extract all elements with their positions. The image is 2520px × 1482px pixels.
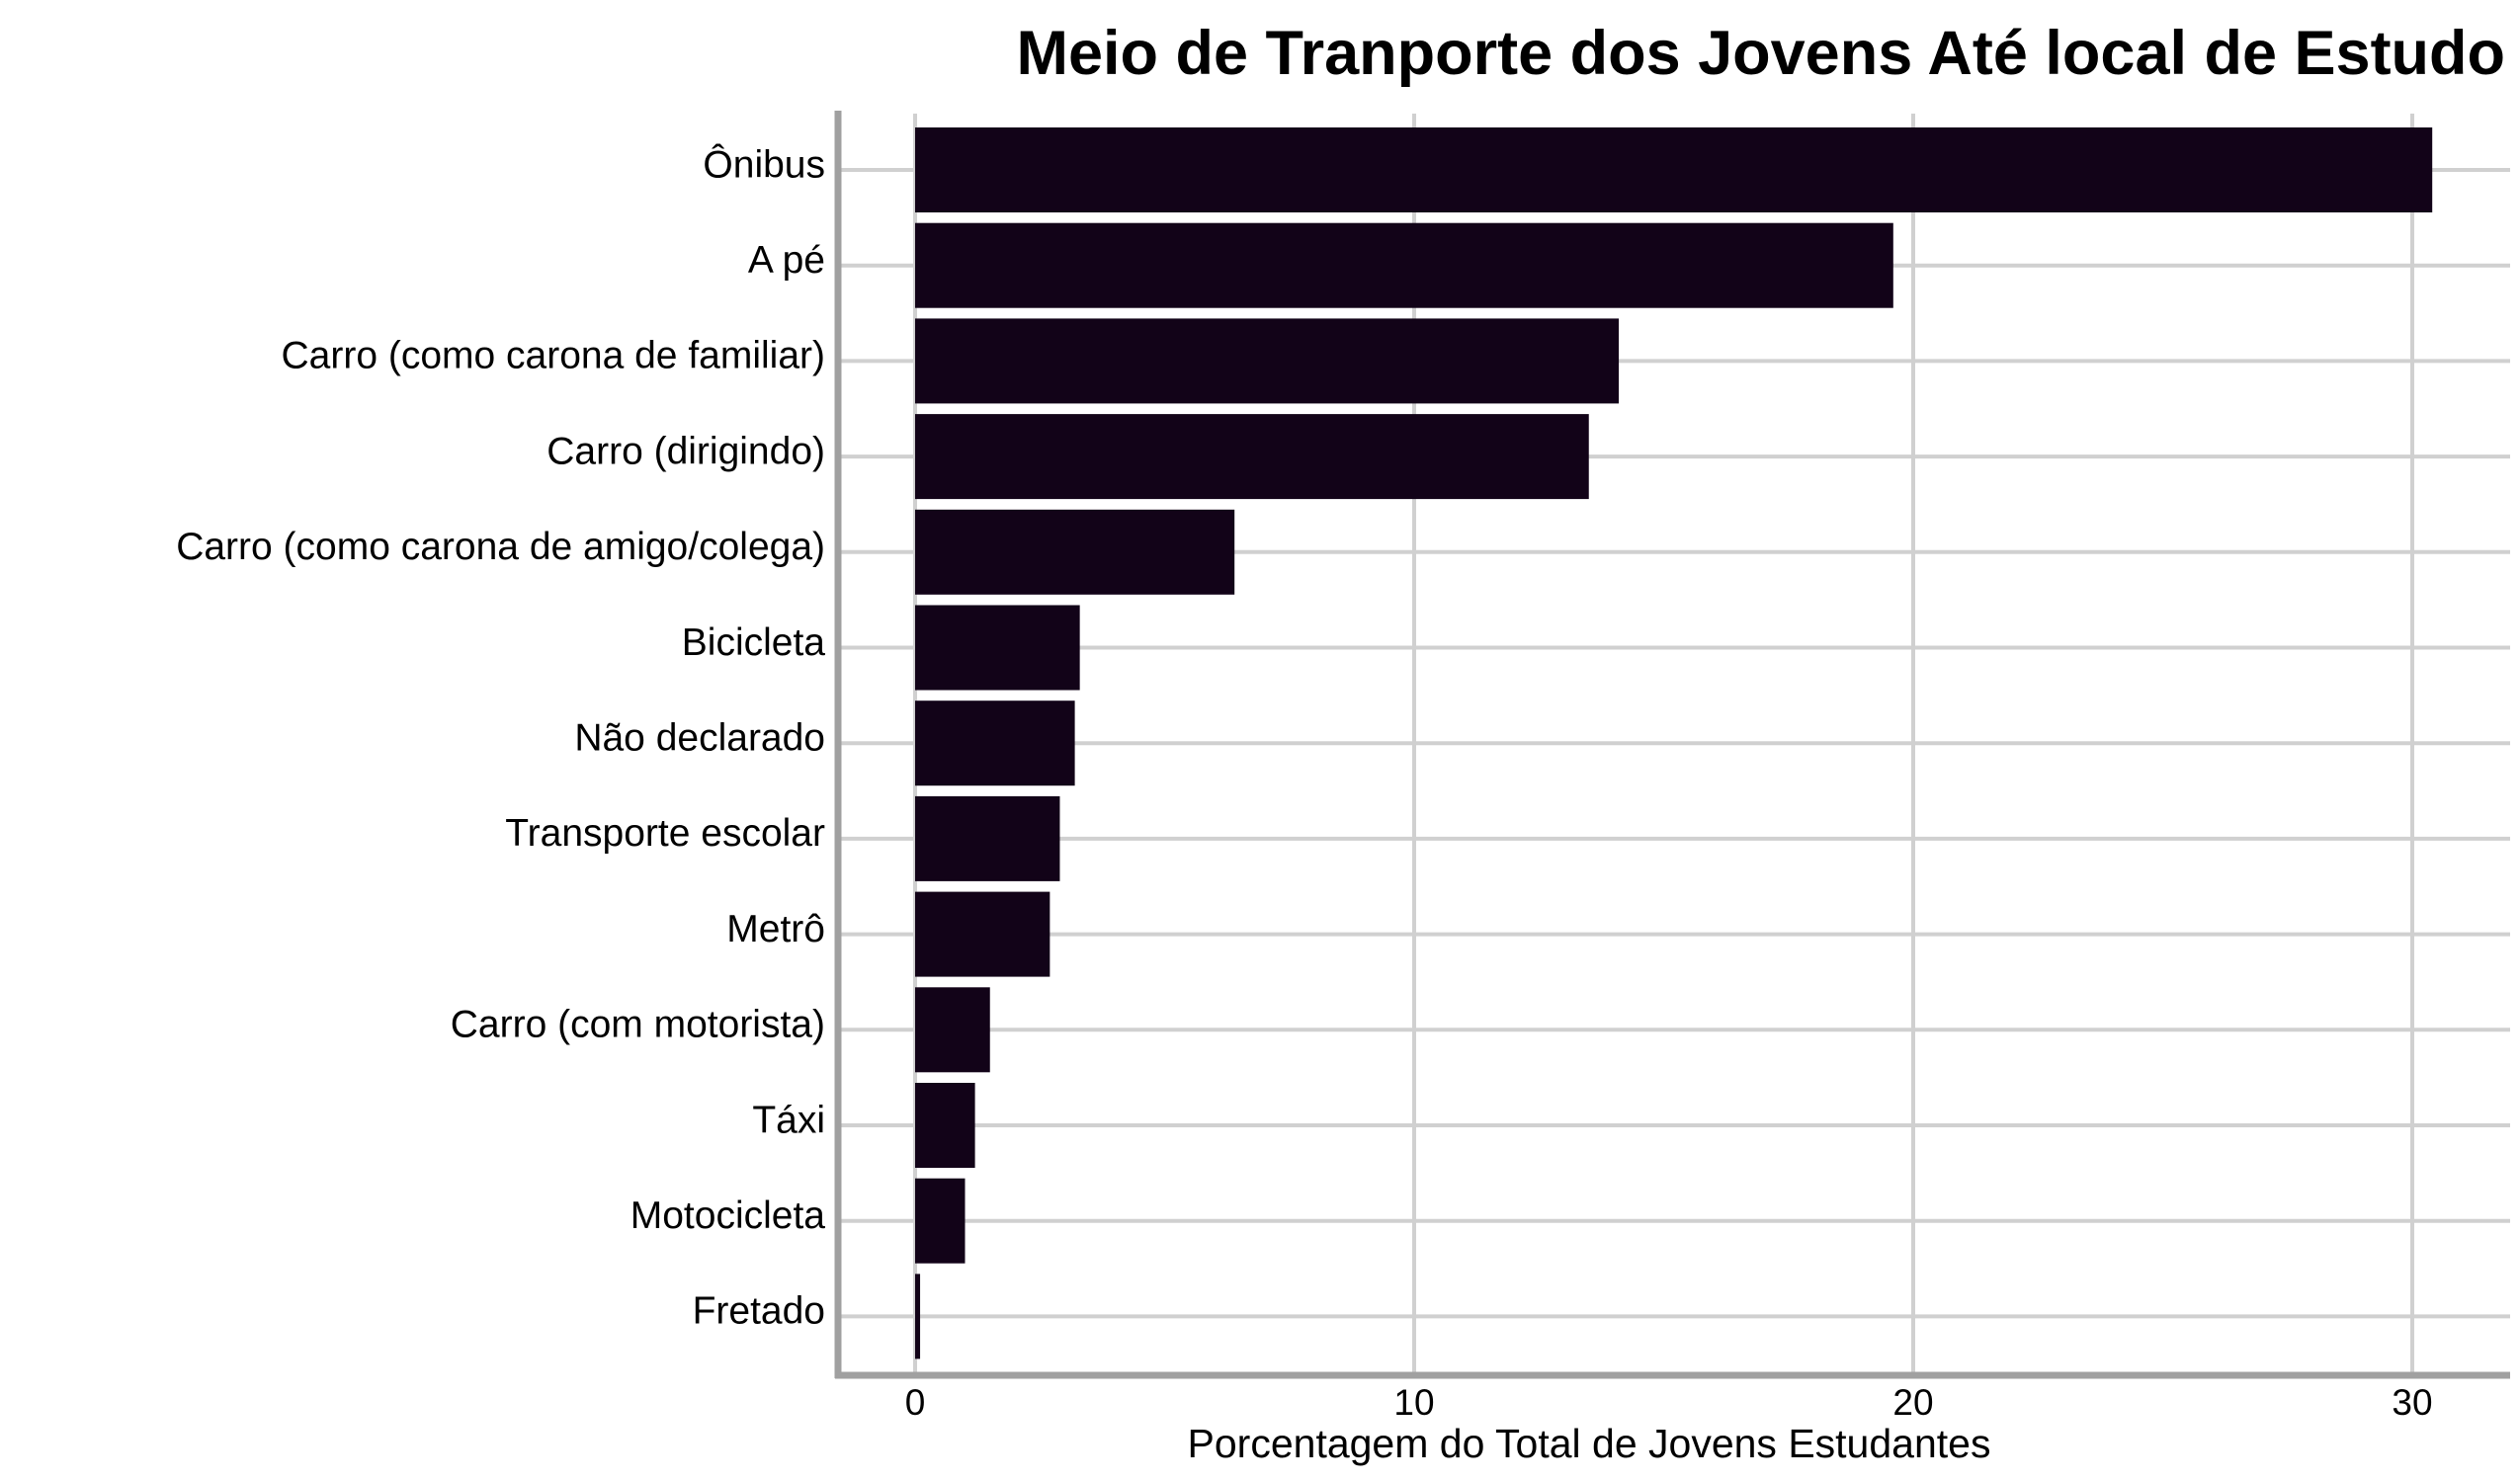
- category-label: Carro (como carona de amigo/colega): [176, 526, 825, 568]
- bar: [915, 795, 1060, 881]
- bar: [915, 1274, 921, 1359]
- bar: [915, 509, 1235, 595]
- category-label: Transporte escolar: [505, 812, 825, 855]
- category-label: Metrô: [726, 908, 825, 950]
- category-label: Fretado: [693, 1290, 825, 1333]
- bar: [915, 414, 1589, 500]
- x-tick-label: 0: [905, 1382, 926, 1423]
- bars: [915, 127, 2433, 1359]
- chart-title: Meio de Tranporte dos Jovens Até local d…: [1017, 19, 2505, 88]
- category-label: Motocicleta: [630, 1194, 826, 1237]
- category-label: Ônibus: [703, 142, 825, 186]
- bar: [915, 222, 1893, 308]
- category-label: Carro (como carona de familiar): [281, 335, 825, 377]
- bar: [915, 1083, 975, 1168]
- category-label: Carro (com motorista): [451, 1004, 825, 1046]
- category-label: Bicicleta: [682, 621, 826, 664]
- category-label: A pé: [748, 239, 825, 282]
- bar: [915, 605, 1080, 691]
- category-label: Não declarado: [574, 716, 825, 759]
- bar: [915, 1178, 966, 1264]
- x-tick-label: 10: [1393, 1382, 1434, 1423]
- category-labels: Ônibus A pé Carro (como carona de familiar…: [176, 142, 825, 1332]
- bar: [915, 891, 1050, 977]
- x-axis-title: Porcentagem do Total de Jovens Estudante…: [1188, 1421, 1991, 1466]
- x-tick-label: 30: [2392, 1382, 2432, 1423]
- bar: [915, 127, 2433, 212]
- bar: [915, 987, 990, 1073]
- bar: [915, 318, 1620, 404]
- bar: [915, 700, 1075, 786]
- category-label: Táxi: [752, 1099, 825, 1141]
- category-label: Carro (dirigindo): [546, 430, 825, 472]
- x-tick-label: 20: [1892, 1382, 1933, 1423]
- axes: 0 10 20 30: [834, 111, 2510, 1423]
